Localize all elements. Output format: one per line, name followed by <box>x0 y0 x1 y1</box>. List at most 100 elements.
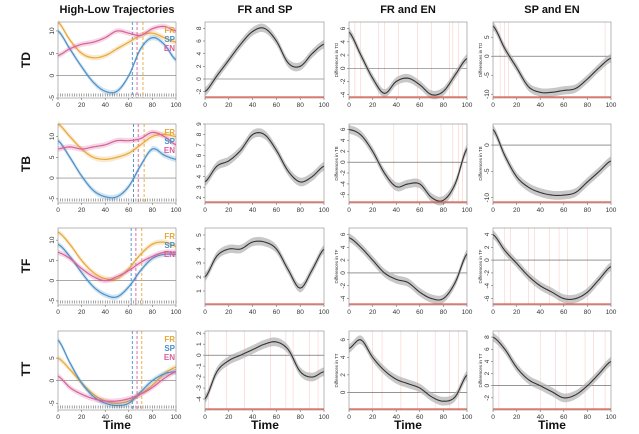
diff-TB-1-xtick-label-0: 0 <box>347 207 351 214</box>
traj-TF-xtick-label-2: 40 <box>102 309 110 316</box>
diff-TB-0-xtick-label-0: 0 <box>203 207 207 214</box>
diff-TF-1-ytick-label-0: -4 <box>340 295 347 301</box>
traj-TF-xtick-label-5: 100 <box>171 309 182 316</box>
diff-TB-2-xtick-label-2: 40 <box>537 207 545 214</box>
row-label-2: TF <box>19 259 33 274</box>
diff-TD-1-ytick-label-5: 6 <box>340 26 347 30</box>
diff-TT-2-ytick-label-2: 2 <box>484 371 491 375</box>
diff-line-TB-0 <box>204 132 325 183</box>
traj-TD-ytick-label-1: 0 <box>49 73 56 77</box>
legend-TT-SP: SP <box>164 344 175 353</box>
traj-line-TB-EN <box>57 131 177 150</box>
diff-TF-2-xtick-label-5: 100 <box>606 309 617 316</box>
row-labels: TD TB TF TT <box>19 52 33 377</box>
diff-TF-1-frame <box>348 227 468 306</box>
traj-TT-xtick-label-1: 20 <box>78 414 86 421</box>
legend-TD-FR: FR <box>164 26 175 35</box>
diff-TF-1-ytick-label-3: 2 <box>340 258 347 262</box>
diff-TF-1-ytick-label-5: 6 <box>340 232 347 236</box>
diff-TF-2-xtick-label-0: 0 <box>491 309 495 316</box>
diff-TF-1-xtick-label-3: 60 <box>416 309 424 316</box>
legend-TF-FR: FR <box>164 232 175 241</box>
col-title-2: FR and EN <box>380 4 436 16</box>
traj-TT-frame <box>57 330 177 411</box>
traj-TF-xtick-label-0: 0 <box>56 309 60 316</box>
xlabel-2: Time <box>394 418 422 432</box>
diff-TT-0-ytick-label-2: -2 <box>196 374 203 380</box>
row-label-0: TD <box>19 52 33 68</box>
legend-TD-SP: SP <box>164 35 175 44</box>
diff-TD-0-xtick-label-4: 80 <box>297 102 305 109</box>
diff-TF-2-ytick-label-0: -6 <box>484 295 491 301</box>
diff-TD-1-ytick-label-0: -4 <box>340 91 347 97</box>
traj-TB-xtick-label-4: 80 <box>149 207 157 214</box>
diff-ylabel-TF-2: Differences in TF <box>478 249 483 283</box>
traj-band-TF-EN <box>58 249 176 284</box>
traj-TD-xtick-label-1: 20 <box>78 102 86 109</box>
diff-TT-2-ytick-label-1: 0 <box>484 384 491 388</box>
diff-TD-1-xtick-label-0: 0 <box>347 102 351 109</box>
diff-TB-1-xtick-label-3: 60 <box>416 207 424 214</box>
diff-TB-1-xtick-label-2: 40 <box>393 207 401 214</box>
diff-panel-TF-1: 0 20 40 60 80 100 -4 -2 0 2 4 6 Differences in TF <box>334 227 473 316</box>
traj-band-TT-EN <box>58 368 176 405</box>
diff-TD-2-ytick-label-1: -5 <box>484 72 491 78</box>
traj-TT-xtick-label-3: 60 <box>125 414 133 421</box>
diff-ylabel-TB-2: Differences in TB <box>478 146 483 180</box>
diff-line-TF-2 <box>492 234 612 300</box>
col-title-1: FR and SP <box>237 4 292 16</box>
diff-TB-0-ytick-label-2: 4 <box>196 174 203 178</box>
diff-TD-1-ytick-label-1: -2 <box>340 78 347 84</box>
diff-TB-2-ytick-label-0: -10 <box>484 193 491 203</box>
traj-line-TT-EN <box>57 371 177 402</box>
traj-TF-xtick-label-4: 80 <box>149 309 157 316</box>
traj-band-TT-FR <box>58 355 176 406</box>
diff-TD-1-xtick-label-1: 20 <box>369 102 377 109</box>
diff-TF-2-ytick-label-4: 2 <box>484 245 491 249</box>
traj-band-TF-FR <box>58 229 176 283</box>
diff-TB-1-ytick-label-3: 0 <box>340 160 347 164</box>
diff-TB-0-xtick-label-2: 40 <box>249 207 257 214</box>
diff-TT-0-xtick-label-2: 40 <box>249 414 257 421</box>
traj-TT-xtick-label-0: 0 <box>56 414 60 421</box>
traj-TD-ytick-label-0: -5 <box>49 95 56 101</box>
traj-TT-ytick-label-2: 5 <box>49 356 56 360</box>
row-label-1: TB <box>19 156 33 172</box>
diff-TF-1-xtick-label-5: 100 <box>462 309 473 316</box>
diff-TT-1-xtick-label-2: 40 <box>393 414 401 421</box>
diff-TT-0-xtick-label-3: 60 <box>273 414 281 421</box>
diff-TB-0-ytick-label-1: 3 <box>196 185 203 189</box>
diff-TD-0-xtick-label-3: 60 <box>273 102 281 109</box>
diff-TF-1-ytick-label-1: -2 <box>340 282 347 288</box>
traj-line-TF-EN <box>57 251 177 282</box>
diff-TB-2-xtick-label-4: 80 <box>584 207 592 214</box>
diff-TT-1-xtick-label-1: 20 <box>369 414 377 421</box>
diff-TB-2-xtick-label-3: 60 <box>560 207 568 214</box>
diff-TD-2-xtick-label-0: 0 <box>491 102 495 109</box>
diff-TD-2-frame <box>492 21 612 99</box>
diff-TB-0-ytick-label-4: 6 <box>196 153 203 157</box>
diff-band-TB-0 <box>205 128 324 187</box>
diff-TF-0-frame <box>204 227 325 306</box>
diff-band-TF-0 <box>205 236 324 293</box>
diff-band-TF-1 <box>349 233 467 305</box>
traj-line-TF-SP <box>57 243 177 298</box>
diff-TT-0-xtick-label-0: 0 <box>203 414 207 421</box>
diff-panel-TD-1: 0 20 40 60 80 100 -4 -2 0 2 4 6 Differences in TD <box>334 21 473 109</box>
diff-panel-TB-1: 0 20 40 60 80 100 -6 -4 -2 0 2 4 6 Differences in TB <box>334 123 473 214</box>
diff-TF-1-xtick-label-1: 20 <box>369 309 377 316</box>
diff-TD-1-ytick-label-2: 0 <box>340 66 347 70</box>
traj-line-TB-FR <box>57 123 177 160</box>
diff-TB-2-ytick-label-1: -5 <box>484 168 491 174</box>
diff-TT-0-ytick-label-1: -3 <box>196 385 203 391</box>
diff-TD-2-xtick-label-1: 20 <box>513 102 521 109</box>
diff-TD-2-xtick-label-5: 100 <box>606 102 617 109</box>
diff-TB-2-xtick-label-0: 0 <box>491 207 495 214</box>
legend-TB-FR: FR <box>164 128 175 137</box>
diff-TB-0-xtick-label-1: 20 <box>225 207 233 214</box>
traj-TB-ytick-label-2: 5 <box>49 155 56 159</box>
